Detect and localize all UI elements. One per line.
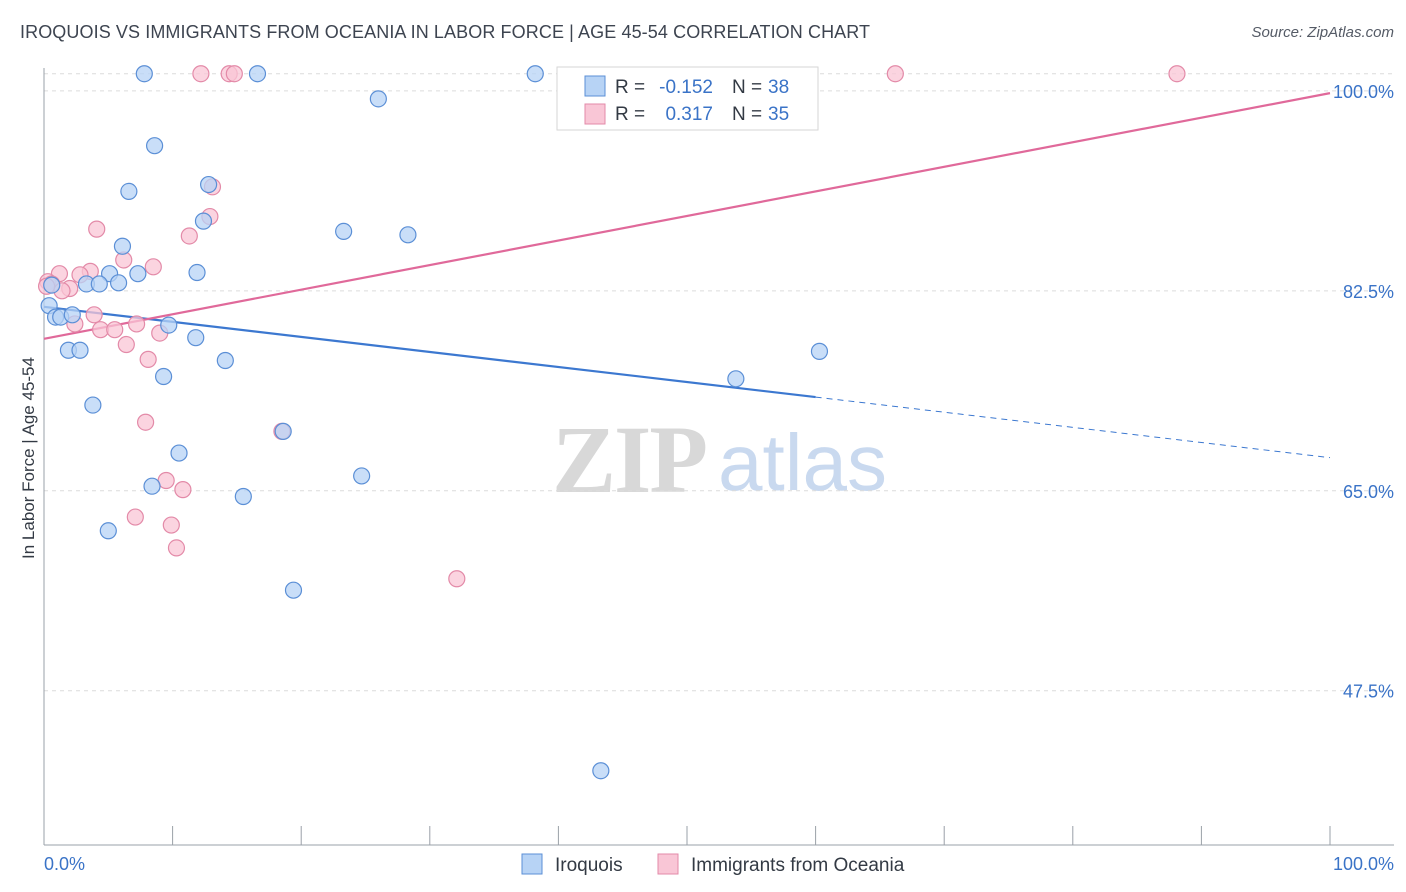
watermark-zip: ZIP <box>552 406 706 513</box>
iroquois-point <box>90 275 108 293</box>
iroquois-point <box>129 265 147 283</box>
oceania-point <box>174 481 192 499</box>
oceania-point <box>886 65 904 83</box>
bottom-legend-swatch-iroquois <box>521 853 543 875</box>
iroquois-point <box>810 342 829 360</box>
legend-n-value-2: 35 <box>768 104 789 125</box>
iroquois-point <box>143 477 161 495</box>
gridlines <box>44 73 1394 692</box>
iroquois-point <box>234 487 252 506</box>
y-tick-label: 47.5% <box>1343 682 1394 702</box>
bottom-legend-swatch-oceania <box>657 853 679 875</box>
chart-title: IROQUOIS VS IMMIGRANTS FROM OCEANIA IN L… <box>20 22 871 42</box>
iroquois-point <box>248 65 267 83</box>
iroquois-point <box>113 237 132 255</box>
iroquois-point <box>200 175 218 194</box>
iroquois-point <box>63 306 81 324</box>
y-tick-label: 82.5% <box>1343 282 1394 302</box>
oceania-point <box>85 306 103 324</box>
oceania-point <box>117 335 135 354</box>
iroquois-point <box>135 65 153 83</box>
iroquois-point <box>274 422 292 440</box>
iroquois-point <box>170 444 188 462</box>
watermark-atlas: atlas <box>718 418 887 507</box>
legend-r-value-2: 0.317 <box>665 104 713 125</box>
iroquois-point <box>335 222 353 240</box>
iroquois-point <box>71 341 89 359</box>
oceania-point <box>225 65 243 83</box>
iroquois-point <box>194 212 213 230</box>
y-axis-label: In Labor Force | Age 45-54 <box>19 357 38 559</box>
oceania-point <box>1168 65 1186 83</box>
legend-n-label-2: N = <box>732 104 762 125</box>
axes: 47.5% 65.0% 82.5% 100.0% 0.0% 100.0% <box>43 68 1394 874</box>
legend-r-value-1: -0.152 <box>659 77 713 98</box>
oceania-trend-line <box>43 92 1331 340</box>
oceania-point <box>88 220 106 238</box>
y-tick-label: 100.0% <box>1333 82 1394 102</box>
oceania-point <box>139 350 157 368</box>
iroquois-point <box>526 65 544 83</box>
y-tick-label: 65.0% <box>1343 482 1394 502</box>
iroquois-point <box>84 396 102 414</box>
x-tick-label-min: 0.0% <box>44 854 85 874</box>
x-tick-label-max: 100.0% <box>1333 854 1394 874</box>
oceania-point <box>127 315 146 333</box>
iroquois-trend-extension <box>815 396 1331 459</box>
oceania-point <box>180 227 198 245</box>
iroquois-point <box>43 276 61 294</box>
oceania-point <box>192 65 210 83</box>
data-points <box>37 65 1186 780</box>
iroquois-point <box>369 90 387 108</box>
iroquois-point <box>727 370 745 388</box>
bottom-legend: Iroquois Immigrants from Oceania <box>521 853 905 876</box>
legend-box: R = -0.152 N = 38 R = 0.317 N = 35 <box>556 66 819 131</box>
iroquois-point <box>109 274 128 292</box>
legend-swatch-oceania <box>584 103 606 125</box>
bottom-legend-label-oceania: Immigrants from Oceania <box>691 855 905 876</box>
legend-r-label-2: R = <box>615 104 645 125</box>
iroquois-point <box>284 581 303 599</box>
iroquois-point <box>188 263 206 282</box>
source-label: Source: ZipAtlas.com <box>1251 24 1394 41</box>
trend-lines <box>43 92 1331 459</box>
iroquois-point <box>99 522 117 540</box>
legend-n-value-1: 38 <box>768 77 789 98</box>
legend-r-label-1: R = <box>615 77 645 98</box>
legend-n-label-1: N = <box>732 77 762 98</box>
oceania-point <box>136 413 155 431</box>
iroquois-point <box>154 367 173 386</box>
iroquois-point <box>160 316 178 334</box>
iroquois-point <box>592 762 610 780</box>
legend-swatch-iroquois <box>584 75 606 97</box>
oceania-point <box>162 516 180 534</box>
iroquois-point <box>399 226 417 244</box>
iroquois-point <box>145 137 164 155</box>
oceania-point <box>126 508 144 526</box>
oceania-point <box>144 258 162 276</box>
iroquois-point <box>187 329 205 347</box>
iroquois-point <box>216 351 234 370</box>
oceania-point <box>167 539 186 557</box>
watermark: ZIP atlas <box>552 406 887 513</box>
oceania-point <box>106 321 124 339</box>
iroquois-point <box>120 182 138 201</box>
oceania-point <box>448 570 466 588</box>
iroquois-point <box>353 467 371 485</box>
bottom-legend-label-iroquois: Iroquois <box>555 855 623 876</box>
